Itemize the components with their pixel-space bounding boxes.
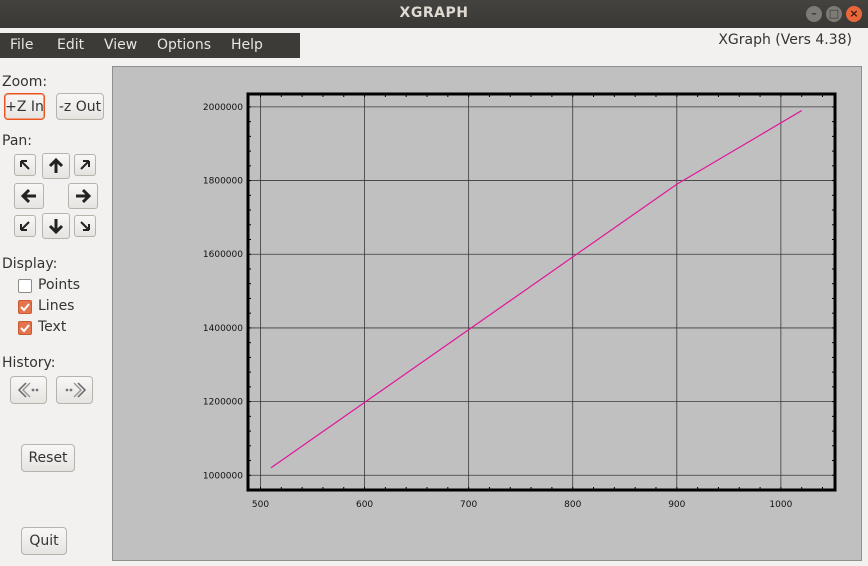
series-line	[270, 110, 802, 469]
quit-button[interactable]: Quit	[21, 527, 67, 555]
y-tick-label: 1200000	[203, 398, 243, 408]
x-tick-label: 900	[668, 500, 685, 510]
text-label: Text	[38, 319, 67, 335]
pan-down-icon[interactable]	[42, 213, 70, 239]
pan-left-icon[interactable]	[14, 183, 44, 209]
maximize-icon[interactable]: □	[826, 6, 842, 22]
history-forward-button[interactable]	[56, 376, 93, 404]
history-label: History:	[2, 355, 56, 371]
y-tick-label: 1400000	[203, 324, 243, 334]
pan-label: Pan:	[2, 133, 32, 149]
y-tick-label: 1600000	[203, 250, 243, 260]
plot-frame	[246, 92, 837, 492]
line-chart: 500 600 700 800 900 1000 1000000 1200000 1400000…	[203, 92, 837, 510]
checkmark-icon	[20, 303, 30, 312]
history-back-button[interactable]	[10, 376, 47, 404]
points-checkbox[interactable]	[18, 279, 32, 293]
text-checkbox[interactable]	[18, 321, 32, 335]
plot-area[interactable]: 500 600 700 800 900 1000 1000000 1200000 1400000…	[112, 66, 862, 561]
menu-edit[interactable]: Edit	[57, 37, 85, 53]
y-tick-label: 2000000	[203, 103, 243, 113]
points-label: Points	[38, 277, 81, 293]
pan-down-left-icon[interactable]	[14, 215, 36, 237]
history-back-icon	[17, 382, 38, 398]
display-label: Display:	[2, 256, 58, 272]
x-tick-label: 1000	[769, 500, 792, 510]
lines-label: Lines	[38, 298, 75, 314]
reset-button[interactable]: Reset	[21, 444, 75, 472]
close-icon[interactable]: ×	[846, 6, 862, 22]
menu-bar: File Edit View Options Help	[0, 33, 300, 58]
pan-right-icon[interactable]	[68, 183, 98, 209]
pan-down-right-icon[interactable]	[74, 215, 96, 237]
checkmark-icon	[20, 324, 30, 333]
pan-up-left-icon[interactable]	[14, 154, 36, 176]
x-tick-label: 500	[252, 500, 269, 510]
menu-options[interactable]: Options	[157, 37, 212, 53]
menu-view[interactable]: View	[104, 37, 138, 53]
menu-help[interactable]: Help	[231, 37, 263, 53]
y-tick-label: 1800000	[203, 177, 243, 187]
x-tick-label: 600	[356, 500, 373, 510]
zoom-label: Zoom:	[2, 74, 48, 90]
y-tick-label: 1000000	[203, 471, 243, 481]
menu-file[interactable]: File	[10, 37, 34, 53]
minimize-icon[interactable]: –	[806, 6, 822, 22]
version-label: XGraph (Vers 4.38)	[718, 32, 852, 48]
x-tick-label: 800	[564, 500, 581, 510]
x-tick-label: 700	[460, 500, 477, 510]
zoom-in-button[interactable]: +Z In	[4, 93, 45, 120]
history-forward-icon	[65, 382, 86, 398]
lines-checkbox[interactable]	[18, 300, 32, 314]
pan-up-icon[interactable]	[42, 153, 70, 179]
title-bar: XGRAPH – □ ×	[0, 0, 868, 28]
window-title: XGRAPH	[399, 5, 469, 21]
pan-up-right-icon[interactable]	[74, 154, 96, 176]
zoom-out-button[interactable]: -z Out	[56, 93, 104, 120]
